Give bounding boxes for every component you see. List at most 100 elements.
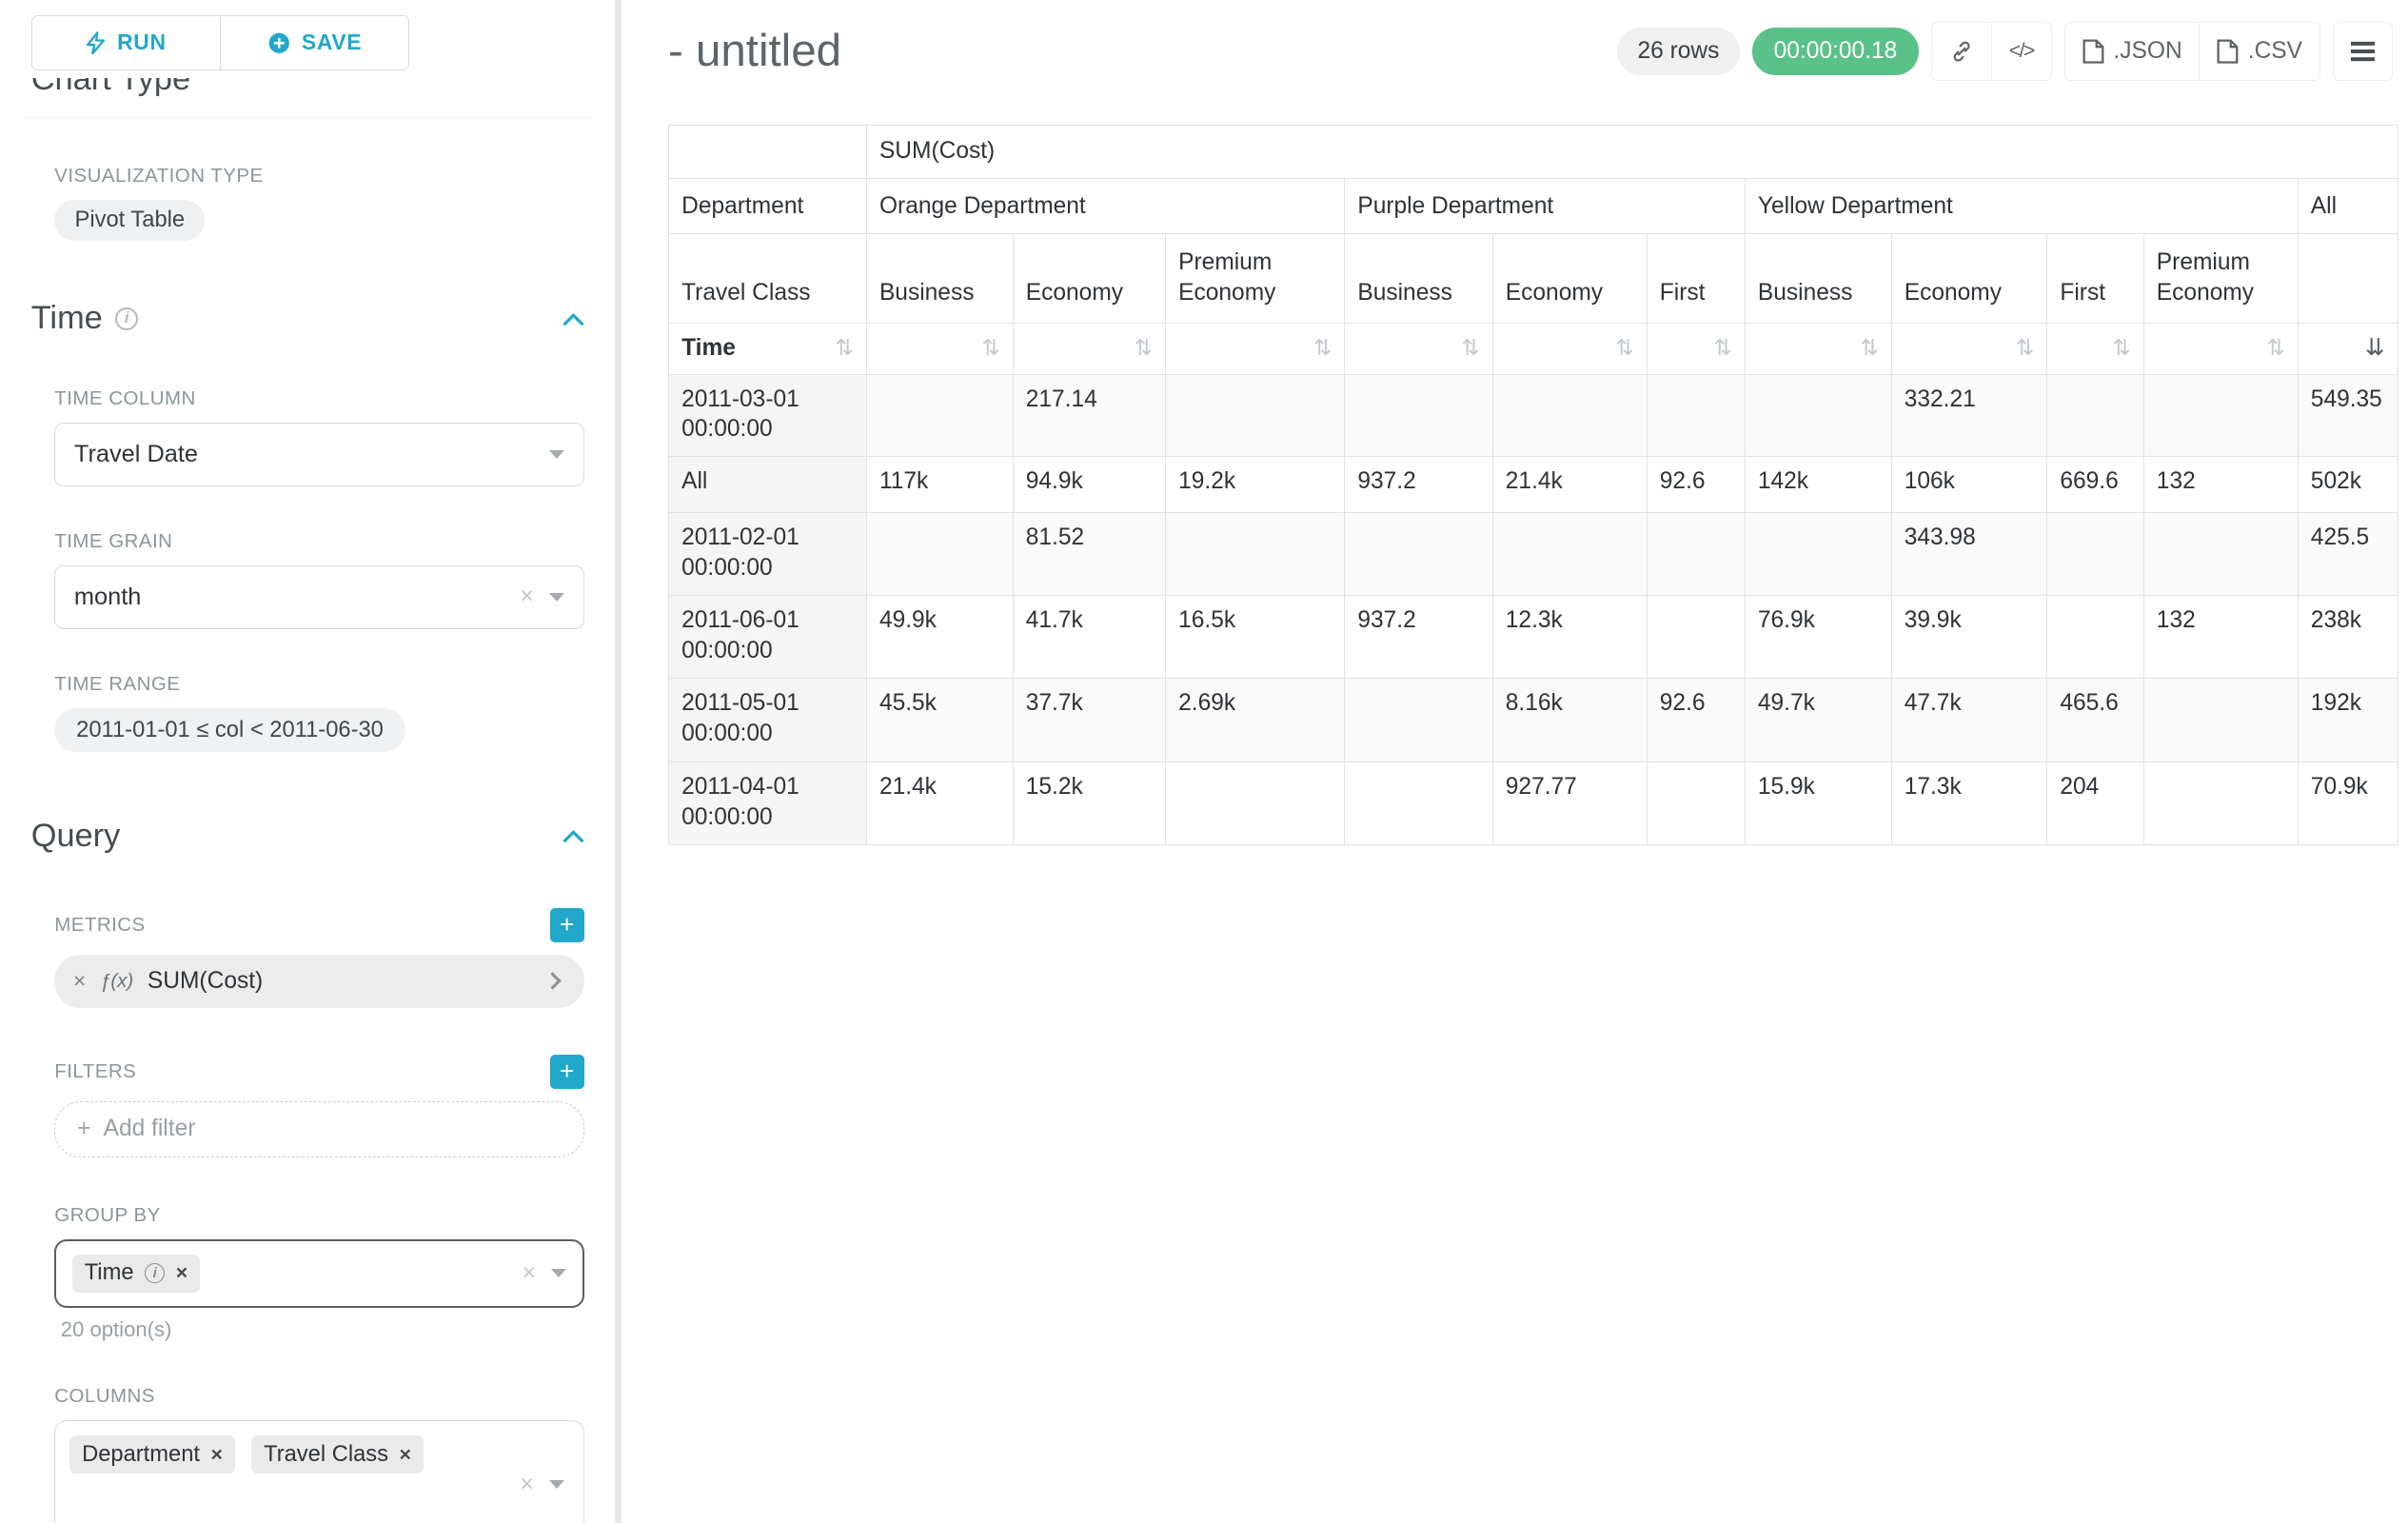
time-grain-select[interactable]: month × <box>54 564 584 629</box>
sort-icon[interactable]: ⇅ <box>1461 335 1480 361</box>
chevron-up-icon[interactable] <box>563 312 584 326</box>
pivot-time-header: Time ⇅ <box>668 322 867 375</box>
remove-token-icon[interactable]: × <box>210 1442 223 1466</box>
export-json-button[interactable]: .JSON <box>2063 21 2201 82</box>
pivot-value-cell: 21.4k <box>865 762 1014 845</box>
chart-header: - untitled 26 rows 00:00:00.18 </> <box>622 0 2408 82</box>
pivot-row-label: 2011-03-01 00:00:00 <box>668 373 867 458</box>
pivot-value-cell: 343.98 <box>1890 512 2048 597</box>
pivot-value-cell: 238k <box>2297 595 2398 679</box>
table-row: 2011-06-01 00:00:00 49.9k 41.7k 16.5k 937.2 1… <box>668 595 2398 679</box>
sort-icon[interactable]: ⇅ <box>2112 335 2131 361</box>
sort-icon[interactable]: ⇅ <box>1615 335 1634 361</box>
pivot-value-cell: 81.52 <box>1012 512 1167 597</box>
group-by-token[interactable]: Time i × <box>71 1254 201 1293</box>
pivot-value-cell: 937.2 <box>1344 595 1493 679</box>
chart-type-heading: Chart Type <box>30 77 191 97</box>
pivot-value-cell: 17.3k <box>1890 762 2048 845</box>
chart-title[interactable]: - untitled <box>668 26 841 77</box>
pivot-sort-cell: ⇅ <box>1165 322 1346 375</box>
group-by-label: GROUP BY <box>54 1203 161 1226</box>
bolt-icon <box>86 30 106 55</box>
pivot-value-cell: 927.77 <box>1491 762 1648 845</box>
info-icon: i <box>114 307 139 331</box>
pivot-value-cell <box>1744 373 1892 458</box>
time-grain-value: month <box>73 583 142 610</box>
pivot-table: SUM(Cost) Department Orange Department Purp… <box>668 124 2398 845</box>
sort-icon[interactable]: ⇅ <box>1134 335 1153 361</box>
pivot-value-cell: 217.14 <box>1012 373 1167 458</box>
pivot-value-cell <box>1744 512 1892 597</box>
save-button[interactable]: SAVE <box>219 15 410 70</box>
sort-icon[interactable]: ⇅ <box>2266 335 2285 361</box>
pivot-value-cell: 106k <box>1890 456 2048 514</box>
columns-select[interactable]: Department × Travel Class × × <box>54 1420 584 1523</box>
group-by-select[interactable]: Time i × × <box>54 1238 584 1308</box>
pivot-col-header: First <box>1646 233 1746 324</box>
pivot-col-header <box>2297 233 2398 324</box>
time-column-value: Travel Date <box>73 440 199 467</box>
clear-icon[interactable]: × <box>520 583 534 610</box>
pivot-value-cell <box>1646 373 1746 458</box>
remove-token-icon[interactable]: × <box>399 1442 411 1466</box>
pivot-value-cell <box>2142 373 2299 458</box>
pivot-value-cell <box>2142 677 2299 763</box>
export-csv-button[interactable]: .CSV <box>2199 21 2321 82</box>
pivot-value-cell: 16.5k <box>1165 595 1346 679</box>
pivot-value-cell: 117k <box>865 456 1014 514</box>
pivot-value-cell <box>1491 373 1648 458</box>
copy-link-button[interactable] <box>1931 21 1993 82</box>
sort-descending-icon[interactable]: ⇊ <box>2364 335 2385 362</box>
sort-icon[interactable]: ⇅ <box>1860 335 1879 361</box>
pivot-value-cell: 2.69k <box>1165 677 1346 763</box>
pivot-value-cell: 19.2k <box>1165 456 1346 514</box>
time-section-header[interactable]: Time i <box>31 300 584 337</box>
remove-token-icon[interactable]: × <box>175 1261 188 1285</box>
sort-icon[interactable]: ⇅ <box>835 335 854 361</box>
pivot-value-cell <box>2142 512 2299 597</box>
pivot-value-cell: 549.35 <box>2297 373 2398 458</box>
pivot-col-header: Economy <box>1890 233 2048 324</box>
caret-down-icon <box>549 449 565 460</box>
chevron-right-icon[interactable] <box>543 972 563 990</box>
sort-icon[interactable]: ⇅ <box>981 335 1000 361</box>
pivot-value-cell: 8.16k <box>1491 677 1648 763</box>
pivot-row-dimension-label: Department <box>668 177 867 235</box>
table-row: 2011-02-01 00:00:00 81.52 343.98 425.5 <box>668 512 2398 597</box>
sort-icon[interactable]: ⇅ <box>2015 335 2035 361</box>
query-timer-badge: 00:00:00.18 <box>1751 27 1920 76</box>
pivot-value-cell: 15.2k <box>1012 762 1167 845</box>
query-section-header[interactable]: Query <box>31 818 584 855</box>
chart-menu-button[interactable] <box>2333 21 2393 82</box>
filters-label: FILTERS <box>54 1059 137 1082</box>
time-range-value[interactable]: 2011-01-01 ≤ col < 2011-06-30 <box>54 707 405 753</box>
add-filter-button[interactable]: + <box>549 1054 584 1089</box>
chevron-up-icon[interactable] <box>563 829 584 843</box>
clear-icon[interactable]: × <box>520 1471 534 1497</box>
sort-icon[interactable]: ⇅ <box>1313 335 1332 361</box>
time-column-label: TIME COLUMN <box>54 386 196 409</box>
pivot-value-cell: 94.9k <box>1012 456 1167 514</box>
columns-token[interactable]: Department × <box>69 1435 235 1474</box>
clear-icon[interactable]: × <box>522 1259 536 1286</box>
pivot-value-cell: 132 <box>2142 595 2299 679</box>
sort-icon[interactable]: ⇅ <box>1713 335 1732 361</box>
panel-resize-handle[interactable] <box>615 0 622 1523</box>
remove-metric-icon[interactable]: × <box>72 968 87 994</box>
panel-divider <box>25 116 591 118</box>
pivot-value-cell: 45.5k <box>865 677 1014 763</box>
add-filter-dropzone[interactable]: + Add filter <box>54 1100 584 1157</box>
time-column-select[interactable]: Travel Date <box>54 422 584 486</box>
visualization-type-value[interactable]: Pivot Table <box>54 199 206 242</box>
pivot-corner-cell <box>668 124 867 179</box>
pivot-value-cell: 669.6 <box>2046 456 2144 514</box>
pivot-value-cell: 41.7k <box>1012 595 1167 679</box>
hamburger-menu-icon <box>2351 49 2375 53</box>
pivot-row-label: 2011-05-01 00:00:00 <box>668 677 867 763</box>
run-button[interactable]: RUN <box>30 15 222 70</box>
embed-code-button[interactable]: </> <box>1990 21 2052 82</box>
metric-token[interactable]: × ƒ(x) SUM(Cost) <box>54 954 584 1008</box>
add-metric-button[interactable]: + <box>549 907 584 942</box>
pivot-col-group-header: Purple Department <box>1344 177 1746 235</box>
columns-token[interactable]: Travel Class × <box>251 1435 424 1474</box>
